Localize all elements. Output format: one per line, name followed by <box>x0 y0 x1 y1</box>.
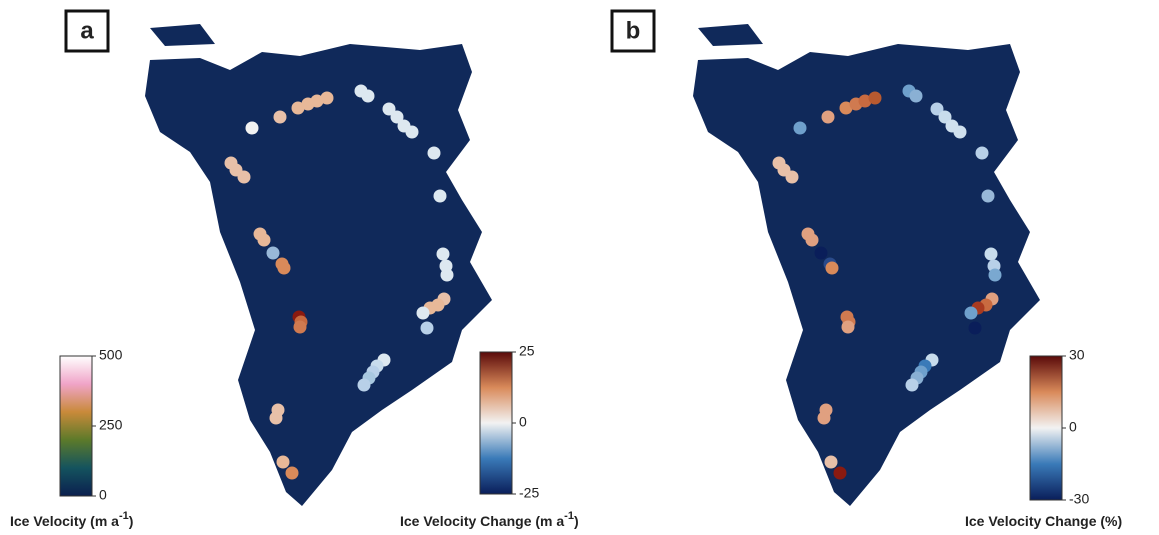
observation-dot <box>405 125 419 139</box>
observation-dot <box>237 170 251 184</box>
observation-dot <box>824 455 838 469</box>
observation-dot <box>382 102 396 116</box>
observation-dot <box>285 466 299 480</box>
observation-dot <box>968 321 982 335</box>
panel-label: b <box>626 17 641 44</box>
colorbar-tick-label: 0 <box>99 487 107 503</box>
colorbar-tick-label: 30 <box>1069 347 1085 363</box>
colorbar-tick-label: 0 <box>1069 419 1077 435</box>
observation-dot <box>975 146 989 160</box>
observation-dot <box>909 89 923 103</box>
observation-dot <box>357 378 371 392</box>
observation-dot <box>416 306 430 320</box>
observation-dot <box>953 125 967 139</box>
observation-dot <box>420 321 434 335</box>
panel <box>145 24 492 506</box>
colorbar-title: Ice Velocity (m a-1) <box>10 510 133 529</box>
observation-dot <box>821 110 835 124</box>
title-part: Ice Velocity Change (%) <box>965 513 1122 529</box>
greenland-map <box>145 44 492 506</box>
title-part: -1 <box>119 510 129 522</box>
observation-dot <box>257 233 271 247</box>
colorbar-tick-label: 250 <box>99 417 123 433</box>
observation-dot <box>858 94 872 108</box>
colorbar-tick-label: 500 <box>99 347 123 363</box>
observation-dot <box>436 247 450 261</box>
colorbar-tick-label: -25 <box>519 485 539 501</box>
observation-dot <box>427 146 441 160</box>
panel-label-box <box>64 9 110 53</box>
observation-dot <box>361 89 375 103</box>
colorbar-tick-label: 0 <box>519 414 527 430</box>
observation-dot <box>440 268 454 282</box>
title-part: Ice Velocity (m a <box>10 513 119 529</box>
colorbar-title: Ice Velocity Change (%) <box>965 513 1122 529</box>
observation-dot <box>930 102 944 116</box>
title-part: -1 <box>564 510 574 522</box>
panel-label: a <box>80 17 94 44</box>
island <box>698 24 763 46</box>
observation-dot <box>390 110 404 124</box>
observation-dot <box>839 101 853 115</box>
island <box>150 24 215 46</box>
title-part: ) <box>129 513 134 529</box>
observation-dot <box>814 246 828 260</box>
greenland-map <box>693 44 1040 506</box>
observation-dot <box>825 261 839 275</box>
title-part: Ice Velocity Change (m a <box>400 513 564 529</box>
colorbar-tick-label: 25 <box>519 343 535 359</box>
observation-dot <box>293 320 307 334</box>
observation-dot <box>785 170 799 184</box>
observation-dot <box>981 189 995 203</box>
observation-dot <box>310 94 324 108</box>
observation-dot <box>277 261 291 275</box>
observation-dot <box>984 247 998 261</box>
panel-label-box <box>610 9 656 53</box>
observation-dot <box>817 411 831 425</box>
panel <box>693 24 1040 506</box>
observation-dot <box>833 466 847 480</box>
observation-dot <box>938 110 952 124</box>
observation-dot <box>988 268 1002 282</box>
observation-dot <box>964 306 978 320</box>
title-part: ) <box>574 513 579 529</box>
colorbar <box>479 351 513 495</box>
observation-dot <box>793 121 807 135</box>
observation-dot <box>276 455 290 469</box>
observation-dot <box>905 378 919 392</box>
observation-dot <box>320 91 334 105</box>
colorbar-tick-label: -30 <box>1069 491 1089 507</box>
observation-dot <box>269 411 283 425</box>
observation-dot <box>291 101 305 115</box>
observation-dot <box>805 233 819 247</box>
observation-dot <box>868 91 882 105</box>
observation-dot <box>273 110 287 124</box>
colorbar-title: Ice Velocity Change (m a-1) <box>400 510 579 529</box>
colorbar <box>59 355 93 497</box>
observation-dot <box>841 320 855 334</box>
observation-dot <box>266 246 280 260</box>
observation-dot <box>433 189 447 203</box>
observation-dot <box>245 121 259 135</box>
colorbar <box>1029 355 1063 501</box>
